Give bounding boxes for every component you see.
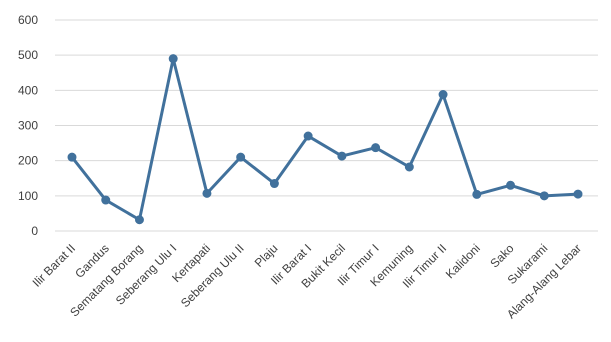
data-point: [134, 215, 144, 225]
data-point: [236, 152, 246, 162]
series-line: [70, 57, 580, 222]
data-point: [404, 162, 414, 172]
data-point: [438, 90, 448, 100]
y-tick-label: 300: [18, 119, 38, 133]
grid-layer: [55, 19, 598, 232]
data-point: [168, 54, 178, 64]
y-tick-label: 600: [18, 13, 38, 27]
data-point: [202, 188, 212, 198]
x-tick-label: Kalidoni: [443, 241, 483, 281]
y-tick-label: 200: [18, 154, 38, 168]
y-tick-label: 500: [18, 48, 38, 62]
y-tick-label: 400: [18, 83, 38, 97]
data-point: [371, 143, 381, 153]
data-point: [506, 180, 516, 190]
data-point: [303, 131, 313, 141]
x-tick-label: Ilir Barat II: [30, 241, 79, 290]
y-tick-label: 0: [31, 224, 38, 238]
x-tick-label: Plaju: [252, 241, 281, 270]
data-point: [337, 151, 347, 161]
y-tick-label: 100: [18, 189, 38, 203]
data-point: [101, 195, 111, 205]
y-axis: 0 100 200 300 400 500 600: [18, 13, 38, 238]
data-point: [539, 191, 549, 201]
data-point: [472, 189, 482, 199]
data-point: [67, 152, 77, 162]
data-point: [573, 189, 583, 199]
series-layer: [67, 54, 583, 225]
x-tick-label: Sako: [487, 241, 516, 270]
data-point: [269, 179, 279, 189]
